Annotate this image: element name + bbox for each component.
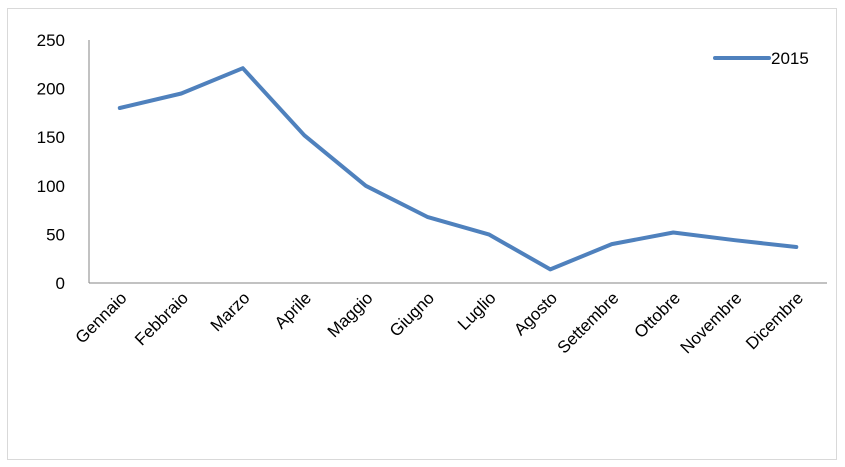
x-tick-label: Agosto: [510, 288, 561, 339]
x-tick-label: Dicembre: [742, 288, 807, 353]
y-tick-label: 0: [56, 274, 65, 293]
x-tick-label: Febbraio: [131, 288, 192, 349]
x-tick-label: Luglio: [454, 288, 500, 334]
series-line: [117, 66, 799, 272]
chart-frame: 0 50 100 150 200 250 Gennaio Febbraio Marzo Apri…: [7, 8, 837, 460]
y-tick-label: 50: [46, 225, 65, 244]
x-tick-label: Aprile: [271, 288, 315, 332]
x-tick-label: Settembre: [554, 288, 623, 357]
y-tick-label: 250: [37, 31, 65, 50]
y-tick-label: 150: [37, 128, 65, 147]
x-tick-label: Marzo: [207, 288, 254, 335]
x-tick-label: Novembre: [677, 288, 746, 357]
y-tick-label: 200: [37, 80, 65, 99]
x-tick-label: Maggio: [324, 288, 377, 341]
x-tick-label: Ottobre: [631, 288, 685, 342]
legend-label: 2015: [771, 49, 809, 68]
x-tick-label: Giugno: [386, 288, 438, 340]
y-tick-label: 100: [37, 177, 65, 196]
x-tick-label: Gennaio: [72, 288, 131, 347]
